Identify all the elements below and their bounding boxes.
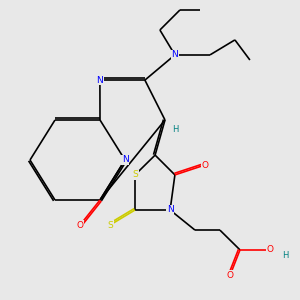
Text: N: N <box>122 155 128 164</box>
Text: O: O <box>226 271 234 280</box>
Text: O: O <box>76 220 84 230</box>
Text: N: N <box>167 206 173 214</box>
Text: H: H <box>172 125 178 134</box>
Text: N: N <box>97 76 103 85</box>
Text: S: S <box>107 220 113 230</box>
Text: S: S <box>132 170 138 179</box>
Text: O: O <box>266 245 274 254</box>
Text: O: O <box>201 160 208 169</box>
Text: N: N <box>172 50 178 59</box>
Text: H: H <box>282 250 288 260</box>
